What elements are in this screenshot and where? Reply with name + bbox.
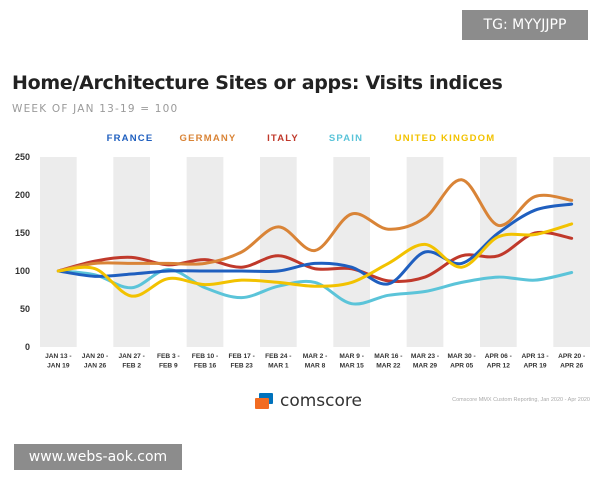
- y-tick-label: 200: [15, 190, 30, 200]
- x-tick-label: FEB 17 -: [228, 353, 254, 360]
- x-tick-label: APR 06 -: [485, 353, 512, 360]
- x-tick-label: MAR 2 -: [303, 353, 328, 360]
- watermark-bottom: www.webs-aok.com: [14, 444, 182, 470]
- x-tick-label: FEB 23: [230, 363, 253, 370]
- x-tick-label: FEB 2: [122, 363, 141, 370]
- y-tick-label: 50: [20, 304, 30, 314]
- x-tick-label: MAR 22: [376, 363, 401, 370]
- x-tick-label: JAN 27 -: [118, 353, 144, 360]
- x-tick-label: FEB 24 -: [265, 353, 291, 360]
- x-tick-label: MAR 1: [268, 363, 289, 370]
- grid-band: [260, 157, 297, 347]
- grid-band: [113, 157, 150, 347]
- legend-item: ITALY: [267, 133, 299, 144]
- legend-item: GERMANY: [180, 133, 237, 144]
- y-tick-label: 0: [25, 342, 30, 352]
- y-tick-label: 250: [15, 152, 30, 162]
- x-tick-label: MAR 16 -: [374, 353, 402, 360]
- x-tick-label: FEB 16: [194, 363, 217, 370]
- series-line-france: [56, 202, 574, 286]
- x-tick-label: MAR 8: [305, 363, 326, 370]
- chart-title: Home/Architecture Sites or apps: Visits …: [12, 72, 503, 94]
- x-tick-label: APR 05: [450, 363, 473, 370]
- series-lines: [56, 178, 574, 306]
- chart-subtitle: WEEK OF JAN 13-19 = 100: [12, 103, 179, 115]
- x-tick-label: APR 13 -: [521, 353, 548, 360]
- x-tick-label: APR 20 -: [558, 353, 585, 360]
- legend-item: SPAIN: [329, 133, 363, 144]
- grid-band: [333, 157, 370, 347]
- x-tick-label: FEB 9: [159, 363, 178, 370]
- x-tick-label: MAR 30 -: [448, 353, 476, 360]
- x-axis: JAN 13 - JAN 19 JAN 20 - JAN 26 JAN 27 - FEB …: [45, 353, 585, 370]
- source-credit: Comscore MMX Custom Reporting, Jan 2020 …: [452, 397, 590, 403]
- x-tick-label: APR 19: [523, 363, 546, 370]
- x-tick-label: MAR 9 -: [339, 353, 364, 360]
- x-tick-label: FEB 10 -: [192, 353, 218, 360]
- grid-band: [553, 157, 590, 347]
- grid-band: [40, 157, 77, 347]
- x-tick-label: MAR 15: [340, 363, 365, 370]
- watermark-top: TG: MYYJJPP: [462, 10, 588, 40]
- y-tick-label: 100: [15, 266, 30, 276]
- legend-item: FRANCE: [107, 133, 154, 144]
- series-line-spain: [56, 267, 574, 306]
- series-line-germany: [56, 178, 574, 273]
- comscore-logo-icon: [255, 393, 273, 409]
- legend: FRANCE GERMANY ITALY SPAIN UNITED KINGDOM: [107, 133, 496, 144]
- x-tick-label: JAN 19: [47, 363, 70, 370]
- x-tick-label: FEB 3 -: [157, 353, 180, 360]
- x-tick-label: MAR 29: [413, 363, 438, 370]
- x-tick-label: APR 26: [560, 363, 583, 370]
- y-tick-label: 150: [15, 228, 30, 238]
- grid-band: [480, 157, 517, 347]
- comscore-logo: comscore: [254, 390, 374, 412]
- x-tick-label: APR 12: [487, 363, 510, 370]
- x-tick-label: JAN 20 -: [82, 353, 108, 360]
- series-line-italy: [56, 230, 574, 283]
- series-line-united-kingdom: [56, 222, 574, 298]
- x-tick-label: JAN 13 -: [45, 353, 71, 360]
- grid-band: [186, 157, 224, 347]
- x-tick-label: JAN 26: [84, 363, 107, 370]
- brand-name: comscore: [280, 391, 362, 411]
- y-axis: 0 50 100 150 200 250: [15, 152, 30, 352]
- x-tick-label: MAR 23 -: [411, 353, 439, 360]
- legend-item: UNITED KINGDOM: [395, 133, 496, 144]
